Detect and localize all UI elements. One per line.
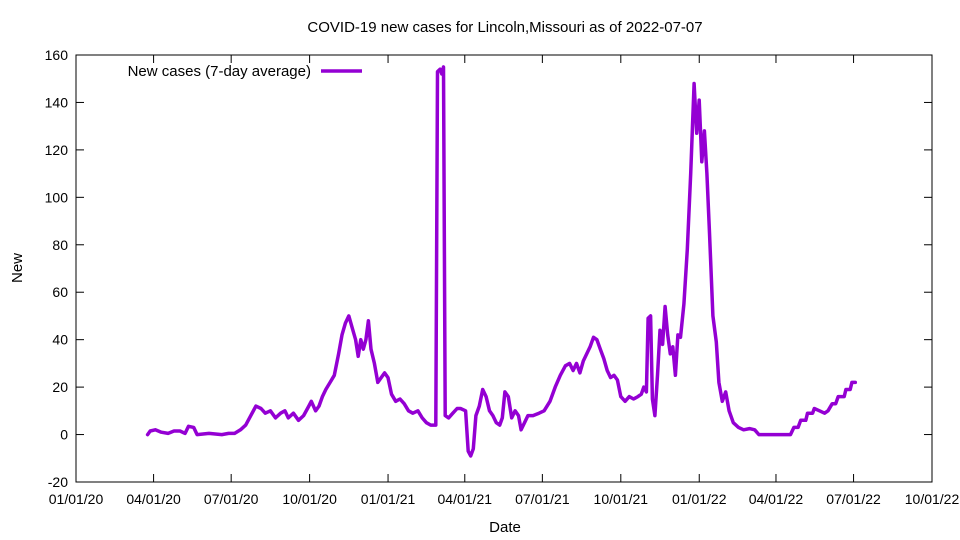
y-axis-ticks: -20 0 20 40 60 80 100 120 140 160 xyxy=(45,47,932,490)
x-tick-label: 07/01/20 xyxy=(204,491,259,507)
x-tick-label: 04/01/22 xyxy=(749,491,804,507)
y-tick-label: 20 xyxy=(52,379,68,395)
plot-area-frame xyxy=(75,54,933,483)
y-tick-label: 120 xyxy=(45,142,69,158)
x-tick-label: 01/01/20 xyxy=(49,491,104,507)
x-tick-label: 04/01/21 xyxy=(438,491,493,507)
x-tick-label: 10/01/22 xyxy=(905,491,960,507)
chart-title: COVID-19 new cases for Lincoln,Missouri … xyxy=(307,19,702,36)
x-tick-label: 01/01/22 xyxy=(672,491,727,507)
y-tick-label: 160 xyxy=(45,47,69,63)
y-tick-label: -20 xyxy=(48,474,68,490)
legend-label: New cases (7-day average) xyxy=(128,63,311,80)
series-line-new-cases xyxy=(145,65,858,458)
y-tick-label: 100 xyxy=(45,189,69,205)
x-tick-label: 04/01/20 xyxy=(126,491,181,507)
x-axis-ticks: 01/01/20 04/01/20 07/01/20 10/01/20 01/01/21… xyxy=(49,55,960,507)
y-tick-label: 80 xyxy=(52,237,68,253)
legend: New cases (7-day average) xyxy=(128,63,362,80)
y-tick-label: 60 xyxy=(52,284,68,300)
x-tick-label: 01/01/21 xyxy=(361,491,416,507)
y-tick-label: 140 xyxy=(45,94,69,110)
x-tick-label: 10/01/20 xyxy=(282,491,337,507)
y-axis-title: New xyxy=(9,253,26,283)
y-tick-label: 0 xyxy=(60,427,68,443)
x-tick-label: 07/01/22 xyxy=(826,491,881,507)
x-axis-title: Date xyxy=(489,519,521,536)
y-tick-label: 40 xyxy=(52,332,68,348)
x-tick-label: 07/01/21 xyxy=(515,491,570,507)
x-tick-label: 10/01/21 xyxy=(594,491,649,507)
